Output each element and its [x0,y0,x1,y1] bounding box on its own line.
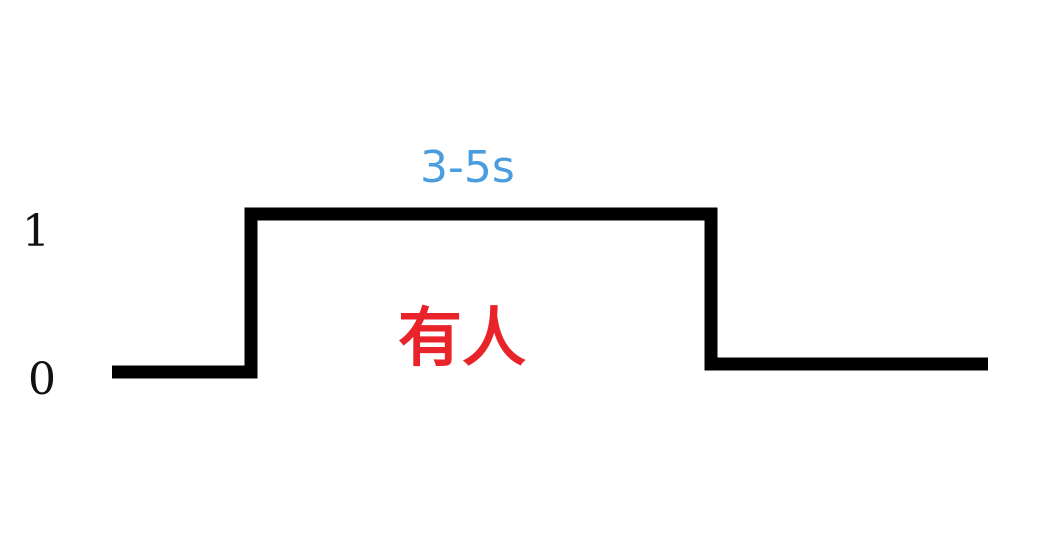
level-high-label: 1 [22,206,50,257]
level-low-label: 0 [28,354,56,405]
presence-state-label: 有人 [398,302,526,376]
signal-waveform [112,207,988,379]
pulse-duration-label: 3-5s [420,142,515,193]
